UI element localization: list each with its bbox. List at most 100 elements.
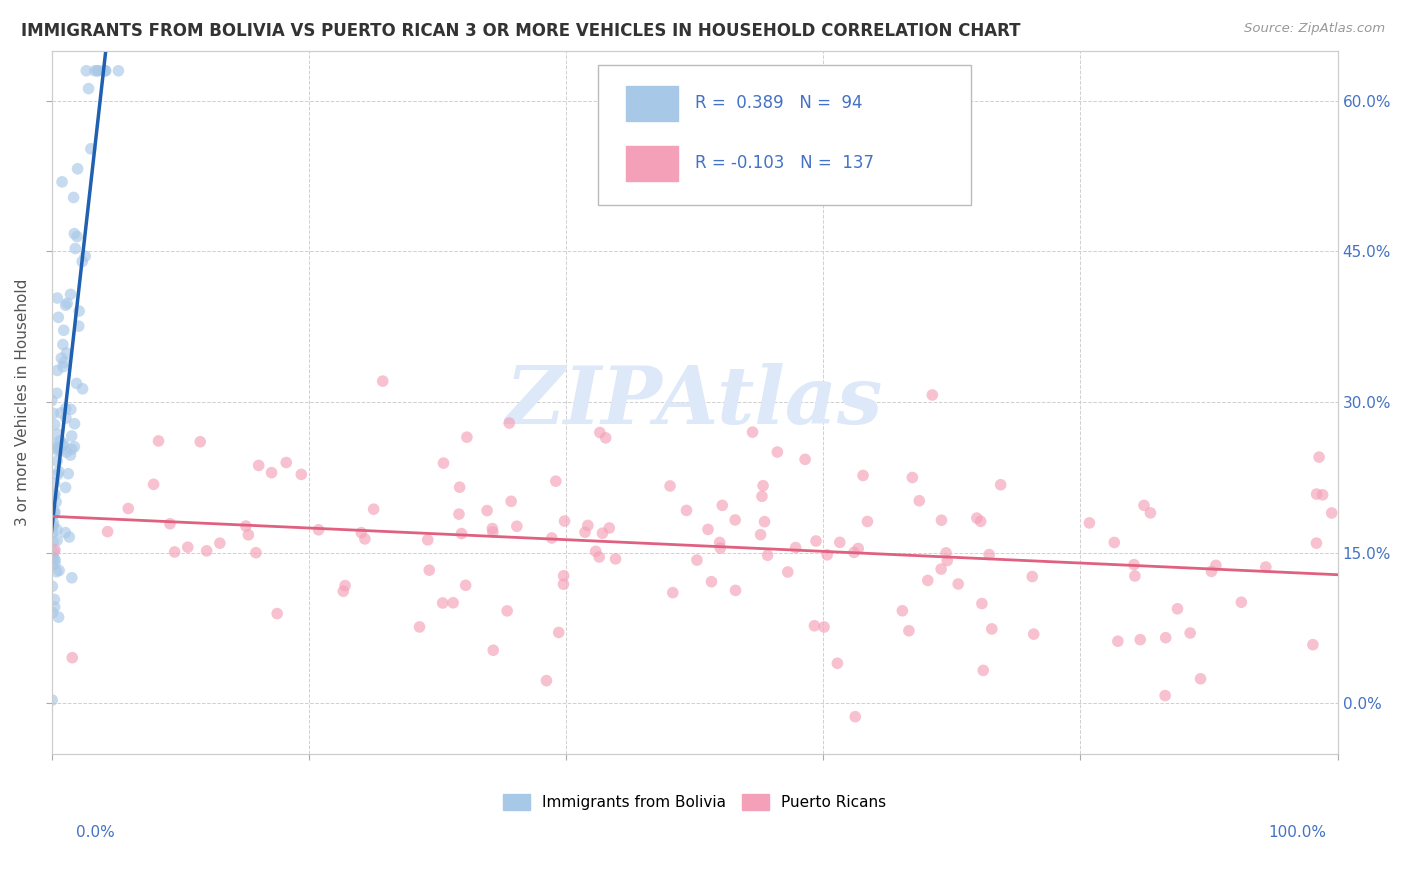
- Point: [576, 518, 599, 533]
- Point: [553, 577, 575, 591]
- Point: [247, 458, 270, 473]
- Point: [260, 466, 283, 480]
- Point: [605, 552, 627, 566]
- Point: [46, 467, 69, 482]
- Point: [1139, 506, 1161, 520]
- Point: [547, 625, 569, 640]
- Point: [86, 63, 108, 78]
- Point: [46, 443, 69, 458]
- Point: [659, 479, 682, 493]
- Point: [52, 436, 75, 450]
- Point: [591, 526, 613, 541]
- Point: [482, 643, 505, 657]
- Point: [60, 442, 83, 457]
- Point: [595, 431, 617, 445]
- Point: [724, 513, 747, 527]
- Point: [67, 319, 90, 334]
- Point: [142, 477, 165, 491]
- Point: [585, 544, 607, 558]
- Point: [46, 427, 69, 442]
- Point: [1308, 450, 1330, 464]
- Point: [751, 489, 773, 503]
- Point: [482, 525, 505, 540]
- Point: [72, 382, 94, 396]
- Legend: Immigrants from Bolivia, Puerto Ricans: Immigrants from Bolivia, Puerto Ricans: [496, 788, 893, 816]
- Point: [917, 574, 939, 588]
- Point: [235, 519, 257, 533]
- Point: [94, 63, 117, 78]
- Point: [48, 610, 70, 624]
- Point: [785, 541, 807, 555]
- Point: [42, 489, 65, 503]
- Point: [46, 291, 69, 305]
- Point: [540, 531, 562, 545]
- Point: [46, 310, 69, 325]
- Point: [60, 571, 83, 585]
- Point: [44, 543, 66, 558]
- Point: [408, 620, 430, 634]
- Point: [936, 553, 959, 567]
- Point: [308, 523, 330, 537]
- Point: [41, 518, 63, 533]
- Point: [1154, 689, 1177, 703]
- Point: [574, 525, 596, 540]
- Point: [697, 523, 720, 537]
- Point: [159, 516, 181, 531]
- Point: [432, 596, 454, 610]
- Point: [1021, 569, 1043, 583]
- Point: [332, 584, 354, 599]
- Point: [55, 525, 77, 540]
- Text: IMMIGRANTS FROM BOLIVIA VS PUERTO RICAN 3 OR MORE VEHICLES IN HOUSEHOLD CORRELAT: IMMIGRANTS FROM BOLIVIA VS PUERTO RICAN …: [21, 22, 1021, 40]
- Point: [41, 393, 63, 408]
- Point: [238, 528, 260, 542]
- Point: [52, 359, 75, 374]
- Point: [1302, 638, 1324, 652]
- Point: [83, 63, 105, 78]
- Point: [686, 553, 709, 567]
- Point: [416, 533, 439, 547]
- Point: [921, 388, 943, 402]
- Point: [44, 553, 66, 567]
- Point: [506, 519, 529, 533]
- Point: [803, 619, 825, 633]
- Point: [475, 503, 498, 517]
- Point: [979, 548, 1001, 562]
- Point: [454, 578, 477, 592]
- Point: [49, 406, 72, 420]
- Point: [842, 545, 865, 559]
- Point: [41, 502, 63, 516]
- Point: [1129, 632, 1152, 647]
- Point: [42, 516, 65, 530]
- Point: [55, 481, 77, 495]
- Point: [52, 337, 75, 351]
- Point: [58, 467, 80, 481]
- Point: [48, 465, 70, 479]
- Point: [117, 501, 139, 516]
- Point: [709, 535, 731, 549]
- Point: [44, 505, 66, 519]
- Point: [450, 526, 472, 541]
- Point: [1123, 569, 1146, 583]
- Point: [208, 536, 231, 550]
- Point: [44, 476, 66, 491]
- Point: [544, 474, 567, 488]
- Point: [97, 524, 120, 539]
- Point: [49, 443, 72, 458]
- Point: [432, 456, 454, 470]
- Point: [441, 596, 464, 610]
- Point: [44, 506, 66, 520]
- Point: [675, 503, 697, 517]
- Point: [844, 709, 866, 723]
- Point: [828, 535, 851, 549]
- Point: [589, 425, 612, 440]
- Point: [852, 468, 875, 483]
- Point: [75, 249, 97, 263]
- Point: [1178, 626, 1201, 640]
- Point: [749, 527, 772, 541]
- Point: [59, 287, 82, 301]
- Point: [1154, 631, 1177, 645]
- Point: [700, 574, 723, 589]
- Point: [52, 323, 75, 337]
- Point: [41, 549, 63, 564]
- Text: R =  0.389   N =  94: R = 0.389 N = 94: [695, 95, 862, 112]
